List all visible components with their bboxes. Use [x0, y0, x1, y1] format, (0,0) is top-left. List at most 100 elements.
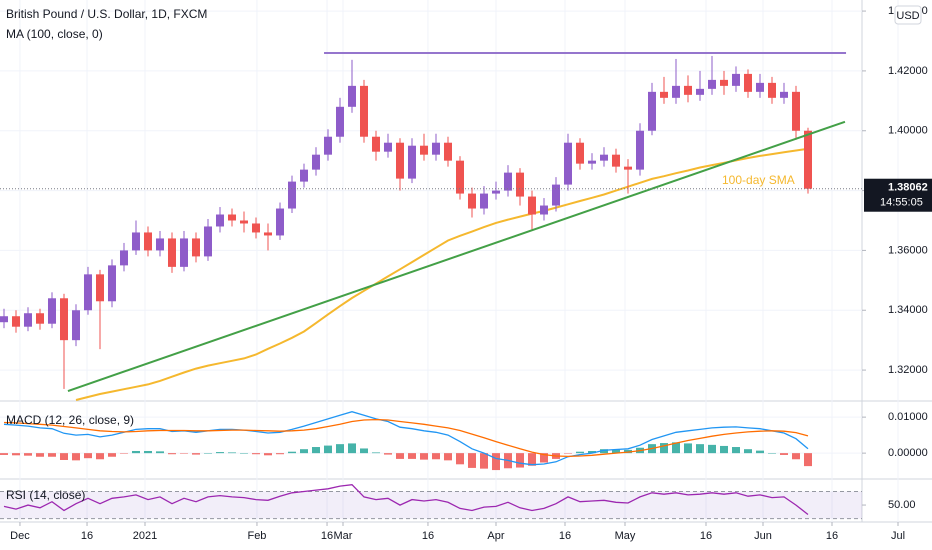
candle-body [107, 265, 116, 302]
currency-label[interactable]: USD [896, 10, 919, 22]
candle-body [419, 145, 428, 155]
indicator-label: MACD (12, 26, close, 9) [6, 413, 134, 427]
candle-body [467, 193, 476, 209]
macd-line [3, 411, 809, 466]
histogram-bar [371, 452, 380, 454]
candle-body [287, 181, 296, 209]
y-tick-label: 1.36000 [888, 244, 928, 256]
candle-body [743, 73, 752, 92]
x-tick-label: 16 [559, 530, 571, 542]
y-tick-label: 50.00 [888, 499, 916, 511]
candle-body [215, 214, 224, 227]
rsi-line [3, 484, 809, 516]
candle-body [527, 196, 536, 215]
histogram-bar [251, 453, 260, 455]
candle-body [191, 238, 200, 257]
candle-body [335, 106, 344, 137]
candle-body [767, 82, 776, 98]
indicator-label: MA (100, close, 0) [6, 27, 103, 41]
y-tick-label: 1.34000 [888, 304, 928, 316]
histogram-bar [719, 445, 728, 454]
histogram-bar [359, 448, 368, 454]
trendline [67, 120, 846, 392]
candle-body [179, 238, 188, 267]
candle-body [731, 73, 740, 86]
y-tick-label: 1.42000 [888, 65, 928, 77]
histogram-bar [515, 453, 524, 468]
countdown: 14:55:05 [880, 197, 923, 209]
histogram-bar [611, 449, 620, 454]
x-tick-label: Mar [334, 530, 353, 542]
candle-body [455, 160, 464, 194]
candle-body [611, 154, 620, 167]
histogram-bar [479, 453, 488, 469]
candle-body [311, 154, 320, 170]
histogram-bar [443, 453, 452, 461]
histogram-bar [803, 453, 812, 467]
candle-body [683, 85, 692, 95]
histogram-bar [587, 450, 596, 454]
histogram-bar [683, 443, 692, 454]
y-tick-label: 1.32000 [888, 364, 928, 376]
candle-body [503, 172, 512, 191]
histogram-bar [23, 453, 32, 456]
candle-body [347, 85, 356, 107]
histogram-bar [563, 453, 572, 454]
candle-body [167, 238, 176, 267]
histogram-bar [191, 453, 200, 455]
x-tick-label: 16 [826, 530, 838, 542]
histogram-bar [335, 444, 344, 454]
histogram-bar [263, 453, 272, 456]
histogram-bar [395, 453, 404, 459]
candle-body [323, 136, 332, 155]
histogram-bar [47, 453, 56, 457]
histogram-bar [707, 444, 716, 454]
candle-body [587, 160, 596, 164]
candle-body [623, 166, 632, 170]
price-badge [864, 178, 932, 212]
histogram-bar [95, 453, 104, 460]
candle-body [647, 91, 656, 131]
histogram-bar [599, 449, 608, 454]
histogram-bar [743, 449, 752, 454]
candle-body [155, 238, 164, 251]
x-tick-label: Dec [10, 530, 30, 542]
histogram-bar [695, 444, 704, 454]
candle-body [431, 142, 440, 155]
x-tick-label: May [615, 530, 636, 542]
histogram-bar [671, 442, 680, 454]
candle-body [359, 85, 368, 137]
candle-body [143, 232, 152, 251]
histogram-bar [239, 453, 248, 454]
histogram-bar [419, 453, 428, 460]
histogram-bar [143, 450, 152, 454]
candle-body [95, 274, 104, 302]
candle-body [0, 316, 8, 323]
candle-body [707, 79, 716, 89]
candle-body [227, 214, 236, 221]
candle-body [23, 313, 32, 327]
candle-body [383, 142, 392, 152]
histogram-bar [455, 453, 464, 465]
histogram-bar [539, 453, 548, 463]
histogram-bar [791, 453, 800, 460]
y-tick-label: 1.40000 [888, 125, 928, 137]
currency-button[interactable] [894, 5, 922, 25]
candle-body [755, 82, 764, 92]
histogram-bar [59, 453, 68, 460]
histogram-bar [83, 453, 92, 459]
histogram-bar [767, 453, 776, 454]
indicator-label: RSI (14, close) [6, 488, 85, 502]
histogram-bar [323, 445, 332, 454]
candle-body [371, 136, 380, 152]
histogram-bar [491, 453, 500, 471]
candle-body [71, 310, 80, 341]
candle-body [551, 184, 560, 206]
x-tick-label: Apr [487, 530, 504, 542]
histogram-bar [467, 453, 476, 468]
histogram-bar [659, 443, 668, 454]
candle-body [635, 130, 644, 170]
x-tick-label: Jul [891, 530, 905, 542]
